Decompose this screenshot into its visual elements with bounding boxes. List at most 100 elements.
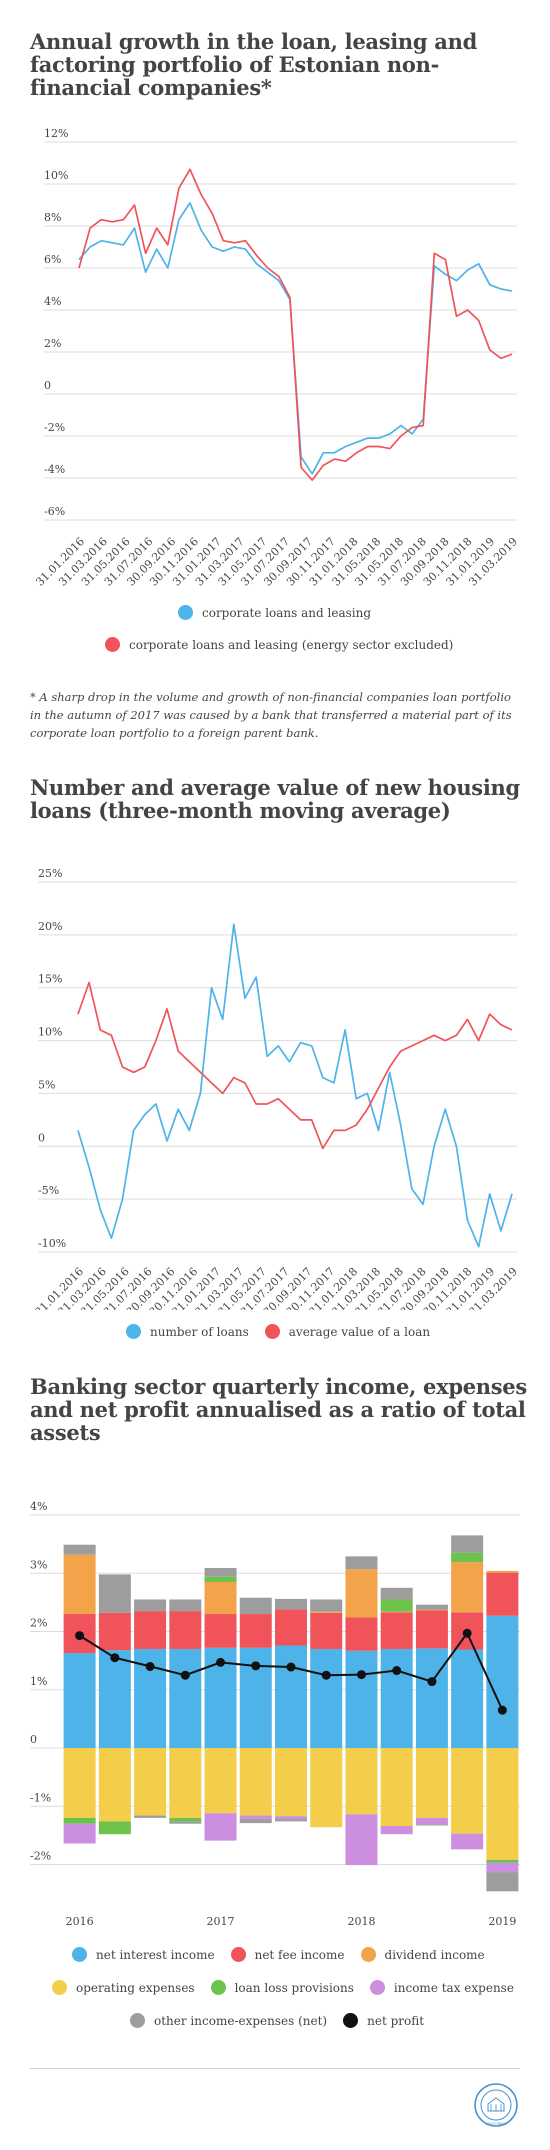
footer-divider [30,2068,520,2069]
bar-segment-operating-expenses [134,1748,167,1816]
y-tick-label: 4% [44,295,61,308]
series-line-2 [77,981,513,1150]
bar-segment-income-tax-expense [239,1815,272,1820]
chart3-plot: 4% 3% 2% 1% 0 -1% -2% 2016 2017 2018 2019 [30,1500,520,1928]
legend-swatch-red [264,1324,280,1339]
bar-segment-income-tax-expense [380,1826,413,1835]
y-tick-label: 4% [30,1500,47,1513]
legend-item-corporate-loans: corporate loans and leasing [178,605,371,620]
legend-label: corporate loans and leasing [202,605,372,620]
bar-segment-loan-loss-provisions [204,1576,237,1582]
bar-segment-net-fee-income [204,1614,237,1648]
bar-segment-income-tax-expense [486,1862,519,1873]
bar-segment-operating-expenses [380,1748,413,1827]
legend-label: number of loans [150,1324,249,1339]
y-tick-label: 6% [44,253,61,266]
x-tick-label: 2018 [347,1915,375,1928]
bar-segment-net-fee-income [380,1612,413,1649]
y-tick-label: -5% [38,1184,59,1197]
y-tick-label: 0 [44,379,51,392]
legend-label: net fee income [254,1947,345,1962]
net-profit-point [497,1705,507,1715]
bar-segment-operating-expenses [415,1748,448,1818]
chart1-footnote: * A sharp drop in the volume and growth … [30,690,512,740]
bar-segment-dividend-income [451,1562,484,1613]
y-tick-label: 25% [38,867,62,880]
bar-segment-dividend-income [310,1611,343,1613]
y-tick-label: 2% [44,337,61,350]
net-profit-point [427,1677,437,1687]
legend-label: average value of a loan [288,1324,431,1339]
legend-label: other income-expenses (net) [154,2013,328,2028]
bar-segment-dividend-income [415,1609,448,1611]
bar-segment-net-fee-income [239,1614,272,1648]
bar-segment-operating-expenses [275,1748,307,1817]
bar-segment-income-tax-expense [345,1814,378,1866]
y-tick-label: -1% [30,1791,51,1804]
y-tick-label: 3% [30,1558,47,1571]
bar-segment-other-income-expenses-net- [169,1821,202,1824]
bar-segment-other-income-expenses-net- [169,1599,202,1612]
bar-segment-net-interest-income [275,1645,307,1748]
net-profit-point [356,1670,366,1680]
bar-segment-operating-expenses [345,1748,378,1815]
net-profit-point [392,1666,402,1676]
y-tick-label: 10% [38,1026,62,1039]
bar-segment-loan-loss-provisions [98,1821,131,1835]
legend-item-number-of-loans: number of loans average value of a loan [126,1324,430,1339]
bar-segment-loan-loss-provisions [451,1552,484,1563]
bar-segment-net-interest-income [63,1653,96,1748]
net-profit-point [462,1628,472,1638]
bar-segment-dividend-income [345,1569,378,1618]
bar-segment-net-fee-income [310,1612,343,1649]
series-line-1 [77,923,513,1248]
x-tick-label: 2016 [66,1915,94,1928]
bar-segment-operating-expenses [451,1748,484,1834]
legend-item-corporate-loans-excl-energy: corporate loans and leasing (energy sect… [105,637,453,652]
bar-segment-other-income-expenses-net- [380,1587,413,1600]
bar-segment-net-interest-income [451,1649,484,1748]
eesti-pank-seal-icon[interactable]: EESTI PANK [473,2082,519,2128]
net-profit-point [110,1653,120,1663]
y-tick-label: 15% [38,973,62,986]
bar-segment-dividend-income [204,1581,237,1615]
bar-segment-other-income-expenses-net- [275,1819,307,1822]
legend-label: income tax expense [393,1980,514,1995]
bar-segment-loan-loss-provisions [169,1817,202,1822]
bar-segment-other-income-expenses-net- [451,1535,484,1553]
bar-segment-operating-expenses [239,1748,272,1816]
net-profit-point [216,1657,226,1667]
bar-segment-income-tax-expense [275,1816,307,1820]
legend-label: dividend income [384,1947,485,1962]
bar-segment-other-income-expenses-net- [275,1598,307,1610]
y-tick-label: 5% [38,1078,55,1091]
bar-segment-dividend-income [380,1611,413,1613]
bar-segment-net-fee-income [415,1610,448,1649]
chart2-plot: 25%20%15%10%5%0-5%-10%31.01.201631.03.20… [32,867,520,1310]
bar-segment-net-interest-income [98,1650,131,1748]
series-line-2 [78,168,513,481]
y-tick-label: 2% [30,1617,47,1630]
legend-label: net interest income [96,1947,215,1962]
bar-segment-loan-loss-provisions [63,1817,96,1824]
net-profit-point [251,1661,261,1671]
x-tick-label: 2017 [207,1915,235,1928]
bar-segment-other-income-expenses-net- [345,1556,378,1570]
y-tick-label: 10% [44,169,68,182]
bar-segment-dividend-income [486,1570,519,1573]
y-tick-label: -4% [44,463,65,476]
bar-segment-other-income-expenses-net- [415,1604,448,1610]
legend-label: operating expenses [76,1980,195,1995]
chart3-title: Banking sector quarterly income, expense… [30,1374,527,1445]
net-profit-point [286,1662,296,1672]
bar-segment-other-income-expenses-net- [134,1599,167,1612]
legend-label: corporate loans and leasing (energy sect… [129,637,454,652]
bar-segment-operating-expenses [486,1748,519,1860]
bar-segment-operating-expenses [169,1748,202,1818]
legend-swatch-blue [126,1324,141,1339]
bar-segment-operating-expenses [98,1748,131,1822]
bar-segment-operating-expenses [204,1748,237,1814]
net-profit-point [180,1670,190,1680]
chart1-title: Annual growth in the loan, leasing and f… [30,29,477,100]
legend-swatch-blue [178,605,193,620]
